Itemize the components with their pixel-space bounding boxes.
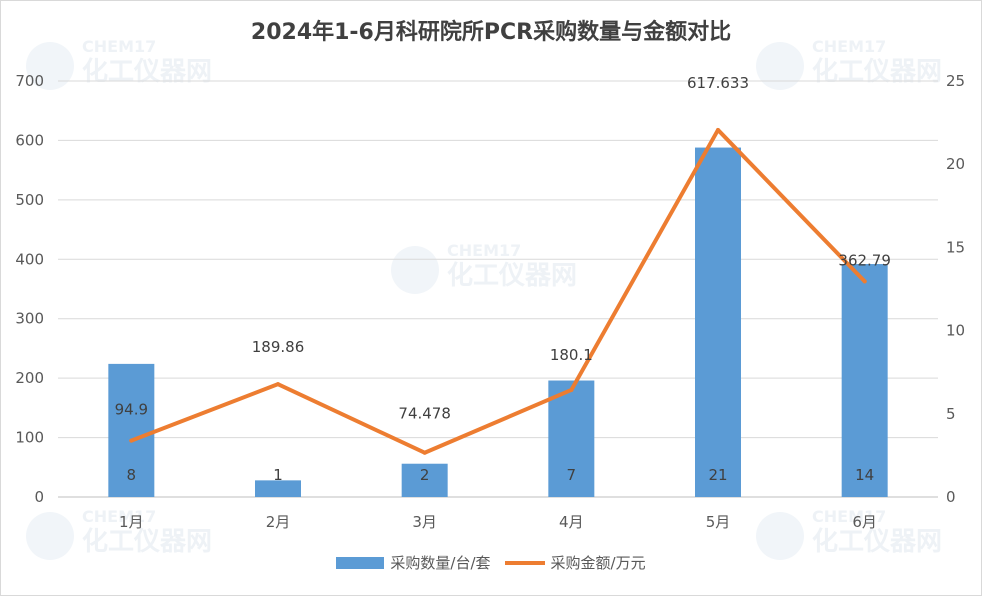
line-label-1: 94.9 <box>115 401 148 419</box>
line-label-2: 189.86 <box>252 338 305 356</box>
bar-4 <box>548 380 595 497</box>
chart-title: 2024年1-6月科研院所PCR采购数量与金额对比 <box>250 20 732 45</box>
line-label-5: 617.633 <box>687 74 749 92</box>
y-right-tick-15: 15 <box>946 238 965 256</box>
y-left-tick-600: 600 <box>15 131 44 149</box>
x-tick-3: 3月 <box>412 513 437 531</box>
legend-item-amount[interactable]: 采购金额/万元 <box>504 552 646 573</box>
bar-label-1: 8 <box>127 466 137 484</box>
watermark-brand-1: CHEM17 <box>447 241 521 260</box>
watermark-logo-1 <box>391 246 439 294</box>
line-point-2 <box>276 382 280 387</box>
grid-lines <box>58 80 938 498</box>
watermark-name-3: 化工仪器网 <box>82 527 212 557</box>
watermark-logo-3 <box>26 512 74 560</box>
bar-label-6: 14 <box>855 466 874 484</box>
y-right-tick-0: 0 <box>946 488 956 506</box>
bar-6 <box>841 264 888 497</box>
watermark-logo-0 <box>26 42 74 90</box>
y-left-tick-400: 400 <box>15 250 44 268</box>
line-point-3 <box>422 450 427 455</box>
x-tick-6: 6月 <box>852 513 877 531</box>
x-tick-1: 1月 <box>119 513 144 531</box>
y-right-tick-5: 5 <box>946 405 956 423</box>
legend-swatch-quantity <box>336 556 385 569</box>
bar-1 <box>108 363 155 497</box>
bar-3 <box>401 463 448 497</box>
bar-label-4: 7 <box>567 466 577 484</box>
y-left-tick-100: 100 <box>15 429 44 447</box>
x-tick-5: 5月 <box>706 513 731 531</box>
line-point-5 <box>716 127 720 132</box>
y-right-tick-10: 10 <box>946 322 965 340</box>
y-left-tick-200: 200 <box>15 369 44 387</box>
y-left-tick-700: 700 <box>15 72 44 90</box>
watermark-name-0: 化工仪器网 <box>82 57 212 87</box>
watermark-brand-0: CHEM17 <box>82 37 156 56</box>
bar-label-3: 2 <box>420 466 430 484</box>
line-label-3: 74.478 <box>398 405 451 423</box>
watermark-logo-4 <box>756 512 804 560</box>
bar-label-5: 21 <box>708 466 727 484</box>
y-left-tick-0: 0 <box>34 488 44 506</box>
watermark-logo-2 <box>756 42 804 90</box>
x-tick-4: 4月 <box>559 513 584 531</box>
bar-2 <box>255 480 301 497</box>
legend-label-amount: 采购金额/万元 <box>550 554 646 572</box>
y-left-tick-300: 300 <box>15 310 44 328</box>
bar-series <box>108 147 888 497</box>
watermark-brand-3: CHEM17 <box>82 507 156 526</box>
data-labels: 8 1 2 7 21 14 94.9 189.86 74.478 180.1 617.633 362.… <box>115 74 891 484</box>
watermark-layer: CHEM17化工仪器网CHEM17化工仪器网CHEM17化工仪器网CHEM17化… <box>26 37 942 560</box>
line-label-4: 180.1 <box>550 346 593 364</box>
watermark-name-1: 化工仪器网 <box>447 261 577 291</box>
line-point-4 <box>569 387 574 392</box>
watermark-brand-4: CHEM17 <box>812 507 886 526</box>
legend: 采购数量/台/套 采购金额/万元 <box>0 552 982 573</box>
legend-swatch-amount <box>504 560 545 565</box>
watermark-name-4: 化工仪器网 <box>812 527 942 557</box>
line-point-1 <box>129 438 134 443</box>
legend-label-quantity: 采购数量/台/套 <box>390 554 491 572</box>
watermark-brand-2: CHEM17 <box>812 37 886 56</box>
bar-5 <box>695 147 741 497</box>
x-tick-2: 2月 <box>266 513 291 531</box>
y-left-tick-500: 500 <box>15 191 44 209</box>
amount-line <box>129 127 867 455</box>
line-point-6 <box>862 279 867 284</box>
y-right-tick-25: 25 <box>946 72 965 90</box>
axis-labels: 0 100 200 300 400 500 600 700 0 5 10 15 20 25 1月 2月 3月 4月… <box>15 72 965 531</box>
bar-label-2: 1 <box>273 466 283 484</box>
watermark-name-2: 化工仪器网 <box>812 57 942 87</box>
line-label-6: 362.79 <box>838 251 891 269</box>
line-series <box>129 127 867 455</box>
y-right-tick-20: 20 <box>946 155 965 173</box>
legend-item-quantity[interactable]: 采购数量/台/套 <box>336 552 491 573</box>
